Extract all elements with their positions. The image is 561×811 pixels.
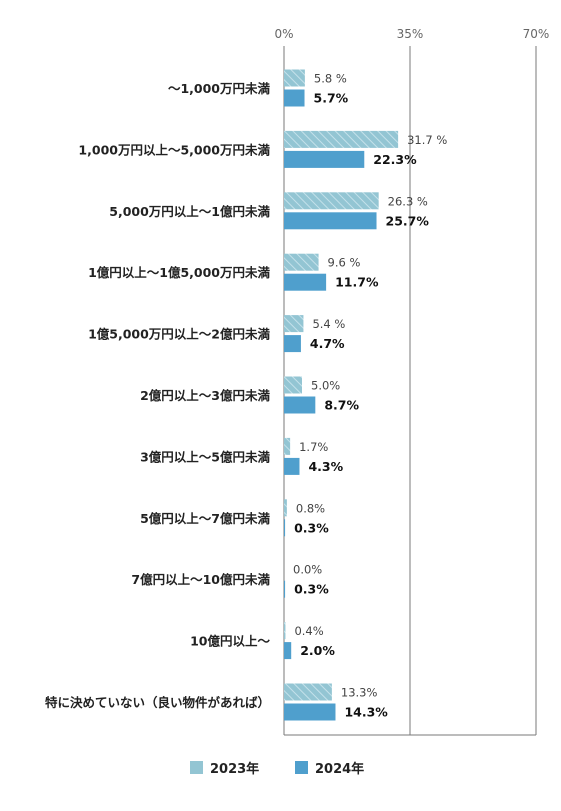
bar-2024 <box>284 703 336 721</box>
data-label-2023: 5.8 % <box>314 72 347 86</box>
bar-2024 <box>284 273 327 291</box>
bar-2023 <box>284 192 379 210</box>
legend-swatch-2023 <box>190 761 203 774</box>
bar-2023 <box>284 683 332 701</box>
x-tick-labels: 0% 35% 70% <box>274 27 549 41</box>
bar-2024 <box>284 335 301 353</box>
x-tick-label: 0% <box>274 27 293 41</box>
data-label-2024: 2.0% <box>300 643 335 658</box>
legend-item-2024: 2024年 <box>295 758 364 777</box>
category-label: 5,000万円以上〜1億円未満 <box>109 204 270 219</box>
bars <box>284 69 399 721</box>
bar-2023 <box>284 622 286 640</box>
x-tick-label: 70% <box>523 27 550 41</box>
data-label-2023: 0.0% <box>293 563 322 577</box>
data-label-2023: 26.3 % <box>388 194 428 208</box>
data-label-2024: 8.7% <box>324 398 359 413</box>
bar-2023 <box>284 315 304 333</box>
data-label-2024: 0.3% <box>294 582 329 597</box>
category-label: 1億5,000万円以上〜2億円未満 <box>88 327 270 342</box>
category-label: 7億円以上〜10億円未満 <box>131 572 270 587</box>
legend-item-2023: 2023年 <box>190 758 259 777</box>
data-label-2023: 31.7 % <box>407 133 447 147</box>
legend-label-2023: 2023年 <box>210 762 260 777</box>
category-label: 5億円以上〜7億円未満 <box>140 511 270 526</box>
category-label: 1億円以上〜1億5,000万円未満 <box>88 265 270 280</box>
data-label-2024: 11.7% <box>335 275 379 290</box>
category-label: 2億円以上〜3億円未満 <box>140 388 270 403</box>
bar-2023 <box>284 69 305 87</box>
data-label-2024: 14.3% <box>344 705 388 720</box>
bar-2024 <box>284 212 377 230</box>
data-label-2024: 22.3% <box>373 152 417 167</box>
data-label-2024: 0.3% <box>294 520 329 535</box>
bar-2024 <box>284 519 286 537</box>
data-label-2023: 0.8% <box>296 501 325 515</box>
data-label-2024: 4.7% <box>310 336 345 351</box>
bar-2024 <box>284 89 305 107</box>
bar-2024 <box>284 396 316 414</box>
category-label: 1,000万円以上〜5,000万円未満 <box>78 142 270 157</box>
bar-2024 <box>284 150 365 168</box>
bar-2024 <box>284 580 286 598</box>
category-label: 特に決めていない（良い物件があれば） <box>45 695 270 710</box>
bar-2023 <box>284 253 319 271</box>
data-label-2023: 5.4 % <box>312 317 345 331</box>
category-label: 〜1,000万円未満 <box>168 81 271 96</box>
data-label-2023: 13.3% <box>341 686 378 700</box>
category-label: 3億円以上〜5億円未満 <box>140 449 270 464</box>
legend-label-2024: 2024年 <box>315 762 365 777</box>
bar-2023 <box>284 437 291 455</box>
bar-2023 <box>284 499 287 517</box>
data-label-2024: 4.3% <box>308 459 343 474</box>
bar-2024 <box>284 642 292 660</box>
data-label-2023: 0.4% <box>294 624 323 638</box>
legend-swatch-2024 <box>295 761 308 774</box>
category-label: 10億円以上〜 <box>190 634 270 649</box>
category-labels: 〜1,000万円未満 1,000万円以上〜5,000万円未満 5,000万円以上〜1… <box>45 81 271 710</box>
bar-2023 <box>284 376 302 394</box>
x-tick-label: 35% <box>397 27 424 41</box>
bar-2023 <box>284 130 399 148</box>
legend: 2023年 2024年 <box>0 758 561 782</box>
data-label-2023: 5.0% <box>311 379 340 393</box>
bar-2024 <box>284 457 300 475</box>
data-label-2023: 9.6 % <box>328 256 361 270</box>
data-label-2024: 5.7% <box>314 91 349 106</box>
data-label-2023: 1.7% <box>299 440 328 454</box>
data-labels: 5.8 % 5.7% 31.7 % 22.3% 26.3 % 25.7% 9.6 % 11.7… <box>293 72 447 720</box>
data-label-2024: 25.7% <box>386 213 430 228</box>
